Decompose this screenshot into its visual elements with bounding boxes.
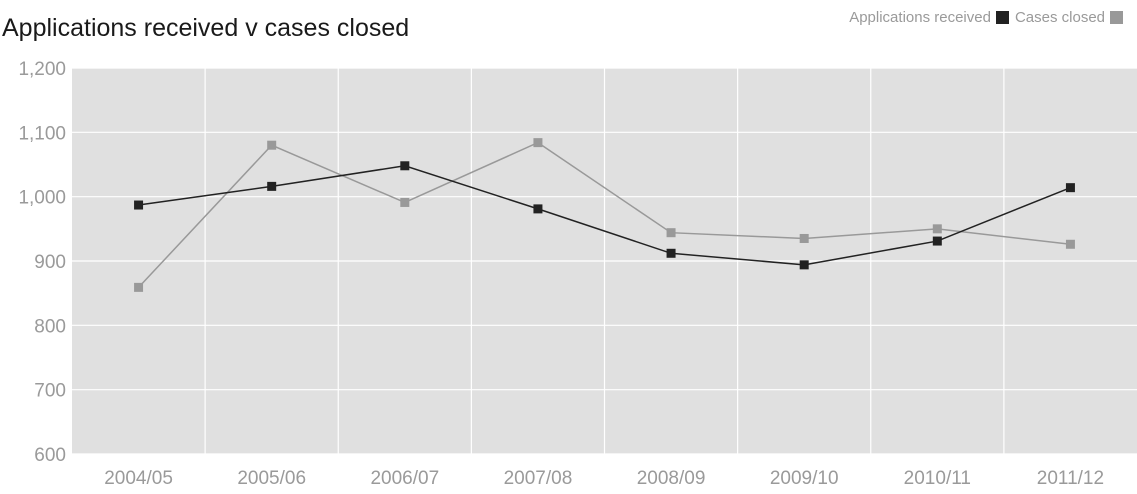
x-tick-label: 2009/10: [770, 468, 839, 489]
legend-item-applications-received: Applications received: [849, 9, 1009, 26]
data-point-cases-closed: [533, 138, 543, 148]
y-axis: 600 700 800 900 1,000 1,100 1,200: [18, 59, 66, 466]
data-point-cases-closed: [400, 197, 410, 207]
data-point-applications-received: [1065, 183, 1075, 193]
data-point-cases-closed: [134, 282, 144, 292]
legend-label-applications-received: Applications received: [849, 9, 991, 26]
data-point-cases-closed: [799, 233, 809, 243]
series-cases-closed: [134, 138, 1075, 292]
legend-label-cases-closed: Cases closed: [1014, 9, 1105, 26]
y-tick-label: 800: [34, 316, 66, 337]
series-applications-received: [134, 161, 1075, 270]
x-tick-label: 2007/08: [504, 468, 573, 489]
series-layer: [134, 138, 1075, 292]
x-tick-label: 2008/09: [637, 468, 706, 489]
legend-item-cases-closed: Cases closed: [1015, 9, 1123, 26]
data-point-applications-received: [134, 200, 144, 210]
data-point-cases-closed: [267, 140, 277, 150]
data-point-applications-received: [666, 248, 676, 258]
data-point-cases-closed: [666, 228, 676, 238]
legend: Applications received Cases closed: [843, 9, 1123, 26]
x-axis: 2004/05 2005/06 2006/07 2007/08 2008/09 2009/…: [104, 468, 1104, 489]
y-tick-label: 700: [34, 381, 66, 402]
chart-title: Applications received v cases closed: [2, 14, 410, 42]
x-tick-label: 2011/12: [1037, 468, 1104, 489]
x-tick-label: 2006/07: [370, 468, 439, 489]
legend-swatch-applications-received: [995, 11, 1009, 24]
data-point-applications-received: [533, 204, 543, 214]
y-tick-label: 600: [34, 445, 66, 466]
data-point-cases-closed: [1065, 239, 1075, 249]
gridlines: [72, 67, 1137, 455]
y-tick-label: 1,200: [18, 59, 66, 80]
y-tick-label: 1,000: [18, 188, 66, 209]
data-point-cases-closed: [932, 224, 942, 234]
x-tick-label: 2010/11: [904, 468, 971, 489]
data-point-applications-received: [932, 236, 942, 246]
x-tick-label: 2004/05: [104, 468, 173, 489]
series-line-applications-received: [138, 165, 1071, 266]
data-point-applications-received: [799, 260, 809, 270]
y-tick-label: 900: [34, 252, 66, 273]
series-line-cases-closed: [138, 141, 1071, 288]
legend-swatch-cases-closed: [1110, 11, 1123, 24]
x-tick-label: 2005/06: [237, 468, 306, 489]
data-point-applications-received: [400, 161, 410, 171]
data-point-applications-received: [267, 181, 277, 191]
y-tick-label: 1,100: [18, 123, 66, 144]
